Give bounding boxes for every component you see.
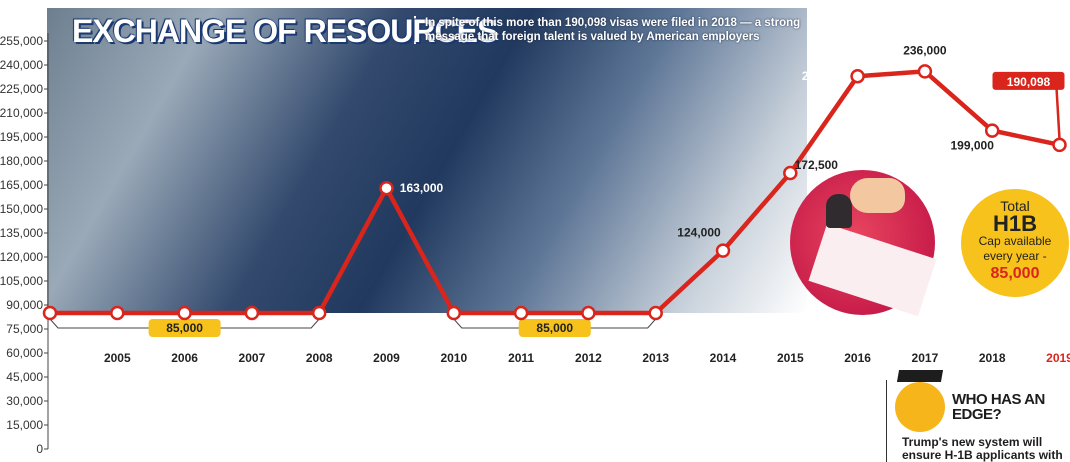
y-tick-label: 195,000 <box>0 130 43 144</box>
edge-body: Trump's new system will ensure H-1B appl… <box>902 435 1063 462</box>
bracket-label: 85,000 <box>536 321 573 335</box>
data-label: 163,000 <box>400 181 444 195</box>
graduate-avatar-icon <box>895 382 945 432</box>
data-point <box>850 68 865 84</box>
edge-title: WHO HAS AN EDGE? <box>952 391 1045 423</box>
data-label: 124,000 <box>677 226 721 240</box>
data-point <box>446 305 462 321</box>
cap-line1: Cap available <box>978 234 1052 248</box>
x-tick-label: 2015 <box>777 351 804 365</box>
data-point <box>1052 137 1067 153</box>
y-tick-label: 255,000 <box>0 34 43 48</box>
data-point <box>648 305 663 321</box>
data-point <box>581 305 596 321</box>
x-tick-label: 2009 <box>373 351 400 365</box>
y-tick-label: 45,000 <box>6 370 43 384</box>
cap-h1b-label: H1B <box>992 211 1037 236</box>
y-tick-label: 120,000 <box>0 250 43 264</box>
x-tick-label: 2005 <box>104 351 131 365</box>
data-label: 172,500 <box>795 158 839 172</box>
bracket-label: 85,000 <box>166 321 203 335</box>
data-label: 233,000 <box>802 69 846 83</box>
hand-icon <box>850 178 905 213</box>
cap-value: 85,000 <box>990 265 1040 282</box>
y-tick-label: 90,000 <box>6 298 43 312</box>
x-tick-label: 2013 <box>642 351 669 365</box>
cap-badge <box>961 189 1069 297</box>
x-tick-label: 2016 <box>844 351 871 365</box>
data-label: 190,098 <box>1007 75 1051 89</box>
y-tick-label: 0 <box>36 442 43 456</box>
x-tick-label: 2012 <box>575 351 602 365</box>
y-tick-label: 60,000 <box>6 346 43 360</box>
data-point <box>311 305 327 321</box>
data-point <box>177 305 192 321</box>
bracket-pill <box>518 319 591 337</box>
stamp-icon <box>826 194 852 228</box>
lower-blank-area <box>47 378 887 462</box>
x-tick-label: 2011 <box>508 351 534 365</box>
chart-title: EXCHANGE OF RESOURCES <box>72 13 498 49</box>
data-point <box>783 165 798 181</box>
y-tick-label: 180,000 <box>0 154 43 168</box>
y-tick-label: 105,000 <box>0 274 43 288</box>
data-point <box>42 305 58 321</box>
edge-divider <box>886 380 887 462</box>
x-tick-label: 2019 <box>1046 351 1070 365</box>
cap-total-label: Total <box>1000 198 1030 214</box>
data-point <box>715 243 731 258</box>
data-point <box>984 123 1000 138</box>
data-point <box>110 305 125 321</box>
callout-box <box>992 71 1065 90</box>
data-label: 236,000 <box>903 43 947 57</box>
x-tick-label: 2018 <box>979 351 1006 365</box>
y-tick-label: 210,000 <box>0 106 43 120</box>
x-tick-label: 2006 <box>171 351 198 365</box>
y-tick-label: 15,000 <box>6 418 43 432</box>
y-tick-label: 240,000 <box>0 58 43 72</box>
side-panel <box>930 8 1070 178</box>
x-tick-label: 2014 <box>710 351 737 365</box>
cap-badge-text: Total H1B Cap available every year - 85,… <box>961 198 1069 282</box>
y-tick-label: 135,000 <box>0 226 43 240</box>
bracket-pill <box>148 319 221 337</box>
y-tick-label: 165,000 <box>0 178 43 192</box>
x-tick-label: 2008 <box>306 351 333 365</box>
cap-line2: every year - <box>983 249 1047 263</box>
y-tick-label: 75,000 <box>6 322 43 336</box>
y-tick-label: 150,000 <box>0 202 43 216</box>
data-label: 199,000 <box>951 139 995 153</box>
data-point <box>379 180 394 196</box>
x-tick-label: 2007 <box>239 351 266 365</box>
x-tick-label: 2010 <box>440 351 467 365</box>
title-divider <box>414 16 416 44</box>
series-line <box>47 69 1062 316</box>
y-tick-label: 225,000 <box>0 82 43 96</box>
x-tick-label: 2017 <box>912 351 939 365</box>
y-tick-label: 30,000 <box>6 394 43 408</box>
data-point <box>244 305 260 321</box>
chart-subtitle: In spite of this more than 190,098 visas… <box>425 17 801 43</box>
callout-leader <box>1055 87 1061 139</box>
data-point <box>513 305 529 321</box>
data-point <box>917 64 933 79</box>
